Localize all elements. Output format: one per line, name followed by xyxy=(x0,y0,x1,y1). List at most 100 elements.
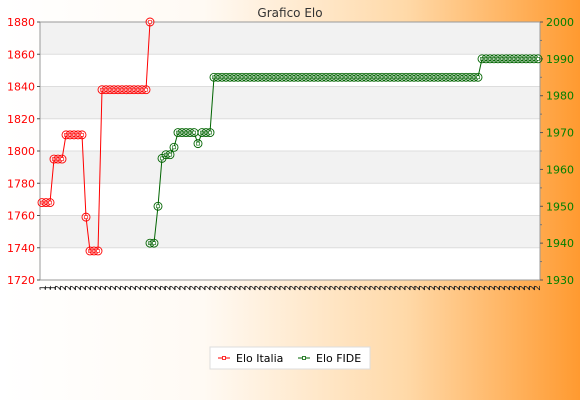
x-tick-label: 2 xyxy=(259,285,269,291)
axes: 1720 1740 1760 1780 1800 1820 1840 1860 1880 1930… xyxy=(7,16,574,291)
x-tick-label: 2 xyxy=(463,285,473,291)
x-tick-label: 2 xyxy=(353,285,363,291)
x-tick-label: 2 xyxy=(134,285,144,291)
y-right-tick-label: 1980 xyxy=(546,90,574,103)
x-tick-label: 2 xyxy=(64,285,74,291)
x-tick-label: 2 xyxy=(59,285,69,291)
y-right-tick-label: 2000 xyxy=(546,16,574,29)
x-tick-label: 2 xyxy=(149,285,159,291)
y-right-tick-label: 1930 xyxy=(546,274,574,287)
x-tick-label: 2 xyxy=(488,285,498,291)
x-tick-label: 2 xyxy=(99,285,109,291)
x-tick-label: 2 xyxy=(189,285,199,291)
data-point xyxy=(193,139,203,149)
y-left-tick-label: 1780 xyxy=(7,177,35,190)
x-tick-label: 2 xyxy=(393,285,403,291)
x-tick-label: 2 xyxy=(94,285,104,291)
x-tick-label: 2 xyxy=(169,285,179,291)
x-tick-label: 2 xyxy=(333,285,343,291)
data-point-marker xyxy=(144,87,148,92)
y-left-tick-label: 1880 xyxy=(7,16,35,29)
data-point xyxy=(165,150,175,160)
series-line xyxy=(42,21,151,252)
y-right-tick-label: 1960 xyxy=(546,163,574,176)
x-tick-label: 2 xyxy=(139,285,149,291)
x-tick-label: 2 xyxy=(154,285,164,291)
x-tick-label: 2 xyxy=(199,285,209,291)
data-point-marker xyxy=(60,157,64,161)
x-tick-label: 1 xyxy=(39,285,49,291)
data-point xyxy=(145,17,155,27)
x-tick-label: 2 xyxy=(383,285,393,291)
legend: Elo Italia Elo FIDE xyxy=(209,346,371,370)
x-tick-label: 2 xyxy=(269,285,279,291)
plot-band xyxy=(40,86,540,119)
x-tick-label: 2 xyxy=(179,285,189,291)
x-tick-label: 2 xyxy=(124,285,134,291)
y-left-tick-label: 1740 xyxy=(7,242,35,255)
x-tick-label: 2 xyxy=(518,285,528,291)
x-tick-label: 2 xyxy=(234,285,244,291)
legend-box xyxy=(209,346,371,370)
x-tick-label: 2 xyxy=(144,285,154,291)
data-point-marker xyxy=(536,57,540,61)
legend-item-elo-fide: Elo FIDE xyxy=(298,352,361,365)
data-point xyxy=(153,201,163,211)
x-tick-label: 2 xyxy=(368,285,378,291)
data-point xyxy=(45,198,55,208)
x-tick-label: 2 xyxy=(264,285,274,291)
x-tick-label: 2 xyxy=(104,285,114,291)
x-tick-label: 2 xyxy=(418,285,428,291)
data-point xyxy=(81,212,91,222)
x-tick-label: 2 xyxy=(69,285,79,291)
x-tick-label: 2 xyxy=(528,285,538,291)
x-tick-label: 2 xyxy=(338,285,348,291)
x-tick-label: 2 xyxy=(254,285,264,291)
x-tick-label: 2 xyxy=(293,285,303,291)
x-tick-label: 2 xyxy=(313,285,323,291)
data-point-marker xyxy=(148,20,152,24)
x-tick-label: 2 xyxy=(413,285,423,291)
x-tick-label: 2 xyxy=(388,285,398,291)
data-point-marker xyxy=(192,130,196,135)
x-tick-label: 2 xyxy=(398,285,408,291)
x-tick-label: 2 xyxy=(358,285,368,291)
y-right-tick-label: 1970 xyxy=(546,127,574,140)
y-left-tick-label: 1840 xyxy=(7,81,35,94)
x-tick-label: 2 xyxy=(348,285,358,291)
x-tick-label: 2 xyxy=(194,285,204,291)
x-tick-label: 2 xyxy=(109,285,119,291)
x-tick-label: 2 xyxy=(184,285,194,291)
x-tick-label: 2 xyxy=(453,285,463,291)
x-tick-label: 2 xyxy=(229,285,239,291)
y-left-tick-label: 1820 xyxy=(7,113,35,126)
chart-title: Grafico Elo xyxy=(257,6,322,20)
x-tick-label: 2 xyxy=(308,285,318,291)
x-tick-label: 2 xyxy=(523,285,533,291)
x-tick-label: 2 xyxy=(284,285,294,291)
data-point-marker xyxy=(160,156,164,161)
data-point-marker xyxy=(96,249,100,253)
series-elo-fide xyxy=(145,54,543,248)
x-tick-label: 2 xyxy=(498,285,508,291)
plot-band xyxy=(40,151,540,184)
x-tick-label: 2 xyxy=(343,285,353,291)
x-tick-label: 2 xyxy=(328,285,338,291)
x-tick-label: 2 xyxy=(433,285,443,291)
x-tick-label: 2 xyxy=(164,285,174,291)
data-point-marker xyxy=(80,133,84,137)
series-elo-italia xyxy=(37,17,155,256)
x-tick-label: 2 xyxy=(74,285,84,291)
plot-band xyxy=(40,22,540,55)
x-tick-label: 2 xyxy=(159,285,169,291)
x-tick-label: 2 xyxy=(129,285,139,291)
x-tick-label: 2 xyxy=(244,285,254,291)
data-point xyxy=(57,154,67,164)
x-tick-label: 2 xyxy=(298,285,308,291)
y-left-tick-label: 1860 xyxy=(7,48,35,61)
x-tick-label: 2 xyxy=(274,285,284,291)
y-right-tick-label: 1940 xyxy=(546,237,574,250)
data-point xyxy=(141,85,151,95)
